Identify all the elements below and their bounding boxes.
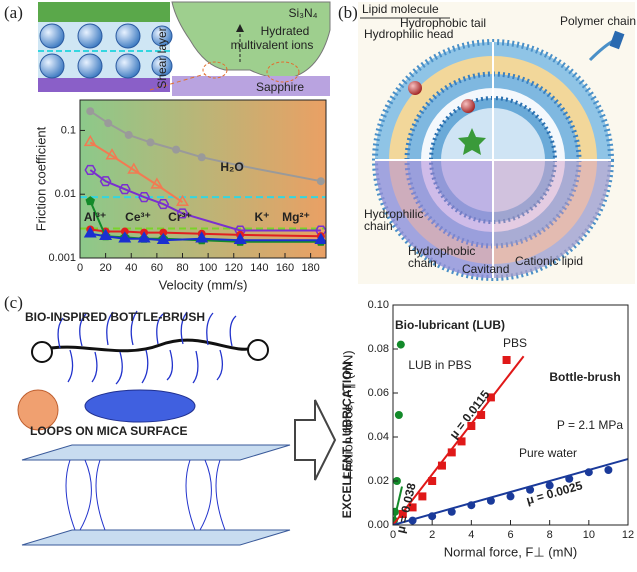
annotation: Bio-lubricant (LUB) [395, 318, 505, 332]
data-point [604, 466, 612, 474]
y-tick-label: 0.04 [368, 431, 389, 443]
data-point [397, 341, 405, 349]
x-tick-label: 10 [583, 529, 595, 541]
y-tick-label: 0.1 [61, 124, 76, 136]
data-point [125, 131, 133, 139]
panel-label: (a) [4, 3, 23, 22]
x-tick-label: 40 [125, 262, 137, 274]
ions-label: multivalent ions [231, 38, 314, 52]
lipid-label: Lipid molecule [362, 2, 439, 16]
figure: (a) (b) (c) Shear layer Hydrated multiva… [0, 0, 637, 572]
data-point [418, 492, 426, 500]
data-point [467, 501, 475, 509]
series-label: Pure water [519, 446, 577, 460]
y-tick-label: 0.10 [368, 299, 389, 311]
data-point [172, 146, 180, 154]
series-label: Mg²⁺ [282, 210, 310, 224]
x-tick-label: 6 [507, 529, 513, 541]
x-tick-label: 160 [276, 262, 294, 274]
y-tick-label: 0.001 [48, 252, 76, 264]
series-label: Cr³⁺ [168, 210, 192, 224]
data-point [198, 153, 206, 161]
series-label: PBS [503, 336, 527, 350]
fit-label: μ = 0.0025 [525, 478, 585, 507]
annotation: Bottle-brush [549, 370, 620, 384]
series-label: LUB in PBS [408, 358, 471, 372]
x-tick-label: 140 [250, 262, 268, 274]
y-tick-label: 0.00 [368, 519, 389, 531]
cavitand-label: Cavitand [462, 262, 509, 276]
fit-label: μ = 0.0115 [447, 387, 493, 441]
data-point [317, 177, 325, 185]
data-point [438, 462, 446, 470]
x-tick-label: 80 [176, 262, 188, 274]
x-tick-label: 180 [301, 262, 319, 274]
tip-label: Si₃N₄ [288, 6, 317, 20]
data-point [428, 477, 436, 485]
x-tick-label: 0 [77, 262, 83, 274]
loops-title: LOOPS ON MICA SURFACE [30, 424, 188, 438]
head-label: Hydrophilic head [364, 27, 453, 41]
data-point [448, 508, 456, 516]
brush-title: BIO-INSPIRED BOTTLE-BRUSH [25, 310, 205, 324]
x-tick-label: 120 [225, 262, 243, 274]
series-label: H₂O [220, 160, 243, 174]
data-point [104, 119, 112, 127]
panel-label: (b) [338, 3, 358, 22]
x-axis-title: Velocity (mm/s) [159, 277, 248, 292]
x-tick-label: 60 [151, 262, 163, 274]
x-tick-label: 12 [622, 529, 634, 541]
series-label: Ce³⁺ [125, 210, 151, 224]
x-tick-label: 4 [468, 529, 474, 541]
x-tick-label: 100 [199, 262, 217, 274]
data-point [503, 356, 511, 364]
data-point [146, 138, 154, 146]
series-label: Al³⁺ [84, 210, 106, 224]
substrate-label: Sapphire [256, 80, 304, 94]
data-point [507, 492, 515, 500]
panel-label: (c) [4, 293, 23, 312]
ions-label: Hydrated [261, 24, 310, 38]
pchain-label: chain [408, 256, 437, 270]
x-tick-label: 8 [547, 529, 553, 541]
shear-layer-label: Shear layer [155, 27, 169, 88]
y-tick-label: 0.08 [368, 343, 389, 355]
y-tick-label: 0.06 [368, 387, 389, 399]
y-tick-label: 0.01 [55, 188, 76, 200]
data-point [585, 468, 593, 476]
x-axis-title: Normal force, F⊥ (mN) [444, 544, 577, 559]
hchain-label: chain [364, 219, 393, 233]
y-tick-label: 0.02 [368, 475, 389, 487]
y-axis-title: Friction force, F∥ (mN) [340, 350, 355, 479]
illustration-b [358, 2, 635, 284]
x-tick-label: 20 [100, 262, 112, 274]
x-tick-label: 2 [429, 529, 435, 541]
series-label: K⁺ [255, 210, 270, 224]
data-point [86, 107, 94, 115]
annotation: P = 2.1 MPa [557, 418, 623, 432]
cationic-label: Cationic lipid [515, 254, 583, 268]
data-point [428, 512, 436, 520]
y-axis-title: Friction coefficient [33, 126, 48, 231]
data-point [395, 411, 403, 419]
data-point [448, 448, 456, 456]
polymer-label: Polymer chain [560, 14, 636, 28]
data-point [487, 497, 495, 505]
